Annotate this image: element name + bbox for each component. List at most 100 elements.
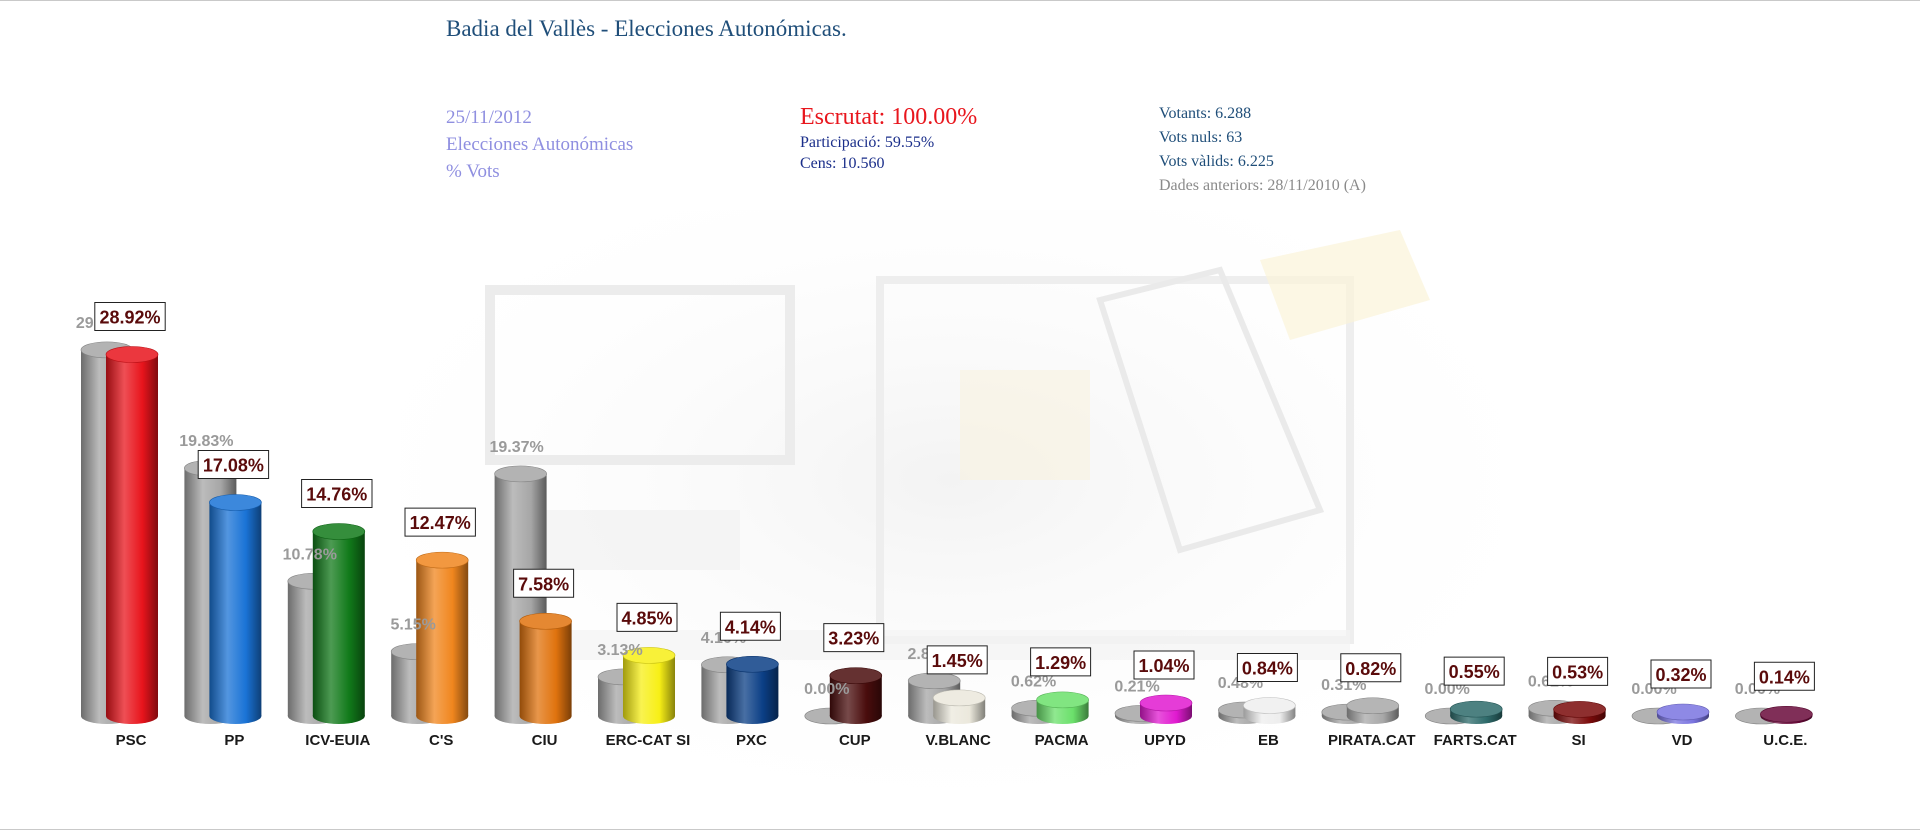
category-label: SI	[1572, 732, 1586, 749]
current-value-box	[926, 645, 988, 675]
current-value-label: 3.23%	[828, 629, 879, 649]
bar-current-base	[933, 708, 986, 724]
bar-current-top	[1553, 701, 1606, 718]
current-value-box	[719, 611, 781, 641]
bar-current-base	[1036, 708, 1089, 724]
escrutat-text: Escrutat: 100.00%	[800, 104, 978, 130]
category-label: VD	[1672, 732, 1693, 749]
current-value-label: 4.85%	[621, 608, 672, 628]
bar-current	[1760, 705, 1813, 724]
bar-current-body	[312, 531, 365, 716]
category-label: PSC	[116, 732, 147, 749]
bar-current-base	[106, 708, 158, 724]
category-label: CIU	[532, 732, 558, 749]
bar-current	[932, 689, 986, 724]
previous-value-label: 0.62%	[1011, 673, 1056, 690]
current-value-box	[94, 302, 166, 331]
current-value-box	[513, 568, 575, 598]
current-value-box	[301, 479, 373, 508]
bar-current-top	[209, 494, 262, 511]
bar-current	[1139, 694, 1193, 724]
current-value-box	[1030, 647, 1092, 677]
participacio-text: Participació: 59.55%	[800, 134, 935, 151]
bar-current-top	[622, 647, 676, 664]
current-value-label: 4.14%	[725, 617, 776, 637]
election-date: 25/11/2012	[446, 107, 532, 128]
current-value-label: 0.53%	[1552, 662, 1603, 682]
measure-label: % Vots	[446, 161, 500, 182]
category-label: PP	[224, 732, 244, 749]
current-value-label: 17.08%	[203, 456, 264, 476]
bar-current	[1346, 697, 1400, 724]
bar-current	[209, 494, 262, 724]
dades-anteriors-text: Dades anteriors: 28/11/2010 (A)	[1159, 177, 1366, 194]
bar-current	[1656, 703, 1710, 724]
current-value-box	[1650, 659, 1712, 689]
page-title: Badia del Vallès - Elecciones Autonómica…	[446, 16, 847, 41]
current-value-label: 7.58%	[518, 574, 569, 594]
bar-current-base	[1140, 708, 1192, 724]
top-divider	[0, 0, 1920, 1]
current-value-box	[1547, 656, 1609, 686]
bar-current	[312, 523, 366, 724]
current-value-box	[1753, 661, 1815, 691]
bar-current	[726, 655, 779, 724]
bar-current-base	[312, 708, 365, 724]
bar-current-body	[416, 560, 469, 716]
bar-current-top	[829, 667, 883, 684]
bar-current-top	[519, 612, 572, 630]
bar-current	[1243, 697, 1296, 724]
bar-current-base	[519, 708, 572, 724]
current-value-label: 0.84%	[1242, 659, 1293, 679]
current-value-box	[1340, 653, 1402, 683]
vots-valids-text: Vots vàlids: 6.225	[1159, 153, 1274, 170]
bar-current-top	[105, 346, 159, 363]
current-value-box	[404, 507, 476, 537]
previous-value-label: 19.83%	[179, 433, 233, 450]
current-value-label: 0.14%	[1759, 667, 1810, 687]
current-value-label: 0.55%	[1449, 662, 1500, 682]
bar-current-base	[829, 708, 882, 724]
category-label: EB	[1258, 732, 1279, 749]
bar-current-top	[1036, 691, 1089, 709]
bar-current-top	[1449, 700, 1503, 718]
bar-current	[829, 667, 883, 724]
current-value-label: 1.29%	[1035, 653, 1086, 673]
category-label: ERC-CAT SI	[606, 732, 691, 749]
previous-value-label: 0.21%	[1114, 678, 1159, 695]
category-label: C'S	[429, 732, 453, 749]
bar-current-top	[312, 523, 366, 540]
scrutiny-info: Escrutat: 100.00% Participació: 59.55% C…	[800, 102, 977, 174]
bar-current-base	[209, 708, 262, 724]
bar-current-top	[932, 689, 986, 707]
votes-info: Votants: 6.288 Vots nuls: 63 Vots vàlids…	[1159, 102, 1366, 198]
category-label: ICV-EUIA	[305, 732, 370, 749]
current-value-box	[1133, 650, 1195, 680]
bar-current-top	[1346, 697, 1400, 715]
current-value-box	[1236, 653, 1298, 682]
bar-current-base	[726, 708, 779, 724]
bar-current	[1553, 701, 1606, 724]
bar-current-base	[623, 708, 675, 724]
bar-current-top	[726, 655, 779, 673]
election-type: Elecciones Autonómicas	[446, 134, 634, 155]
bar-previous-top	[494, 465, 547, 483]
category-label: PACMA	[1035, 732, 1089, 749]
previous-value-label: 19.37%	[489, 439, 543, 456]
category-label: CUP	[839, 732, 871, 749]
category-label: UPYD	[1144, 732, 1186, 749]
bar-current	[1449, 700, 1503, 724]
current-value-label: 0.32%	[1655, 665, 1706, 685]
current-value-label: 12.47%	[410, 513, 471, 533]
category-label: V.BLANC	[926, 732, 991, 749]
previous-value-label: 5.15%	[391, 617, 436, 634]
bar-current-top	[1760, 705, 1813, 723]
bar-current-body	[209, 502, 262, 716]
current-value-box	[616, 602, 678, 632]
votants-text: Votants: 6.288	[1159, 105, 1252, 122]
bar-current-body	[519, 621, 572, 716]
current-value-box	[1443, 656, 1505, 686]
bar-current-body	[623, 655, 675, 716]
election-info: 25/11/2012 Elecciones Autonómicas % Vots	[446, 104, 633, 185]
